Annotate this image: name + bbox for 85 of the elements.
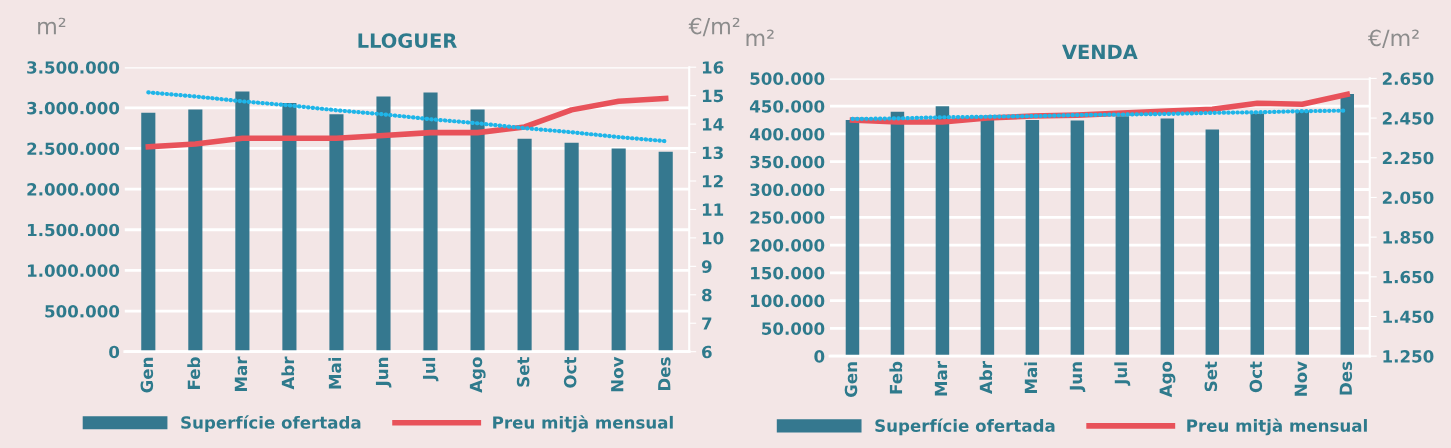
- x-tick-label: Des: [658, 357, 671, 391]
- legend-label: Preu mitjà mensual: [1187, 418, 1367, 436]
- y2-axis-title: €/m²: [688, 17, 740, 37]
- y-tick-label: 0: [109, 345, 120, 359]
- chart-title: VENDA: [1062, 44, 1138, 59]
- x-tick-label: Ago: [1159, 361, 1176, 398]
- y-tick-label: 150.000: [751, 266, 825, 280]
- x-tick-label: Gen: [140, 357, 154, 393]
- y2-tick-label: 7: [702, 317, 712, 330]
- bar: [329, 114, 344, 352]
- y-tick-label: 1.000.000: [27, 264, 120, 277]
- y-tick-label: 3.500.000: [27, 61, 120, 74]
- bar: [188, 109, 203, 352]
- y2-tick-label: 9: [701, 260, 712, 273]
- bar: [423, 92, 438, 352]
- y2-tick-label: 8: [702, 288, 712, 302]
- x-tick-label: Abr: [281, 356, 295, 390]
- bar: [235, 91, 250, 352]
- y-tick-label: 500.000: [750, 72, 825, 85]
- x-tick-label: Nov: [1294, 361, 1308, 396]
- y2-tick-label: 1.850: [1383, 231, 1434, 244]
- y2-tick-label: 2.250: [1382, 151, 1434, 165]
- x-tick-label: Feb: [187, 357, 201, 389]
- bar: [611, 148, 626, 352]
- x-tick-label: Mai: [328, 357, 342, 389]
- y2-axis-title: €/m²: [1367, 29, 1419, 49]
- y-tick-label: 50.000: [762, 322, 825, 335]
- y2-tick-label: 1.650: [1383, 270, 1434, 284]
- y-tick-label: 2.000.000: [27, 183, 120, 196]
- x-tick-label: Abr: [979, 361, 993, 394]
- y2-tick-label: 10: [702, 231, 724, 245]
- y-tick-label: 1.500.000: [27, 223, 120, 237]
- x-tick-label: Mar: [934, 361, 948, 396]
- bar: [658, 151, 673, 352]
- y2-tick-label: 2.050: [1382, 191, 1434, 205]
- y-tick-label: 400.000: [749, 127, 825, 141]
- x-tick-label: Mar: [234, 356, 248, 392]
- y2-tick-label: 12: [702, 174, 723, 188]
- y2-tick-label: 14: [702, 118, 724, 131]
- x-tick-label: Jul: [1114, 362, 1131, 386]
- x-tick-label: Jun: [375, 357, 392, 388]
- y-tick-label: 2.500.000: [27, 142, 120, 156]
- x-tick-label: Des: [1339, 361, 1353, 395]
- y2-tick-label: 13: [702, 146, 723, 160]
- y-tick-label: 450.000: [749, 100, 825, 113]
- bar: [141, 112, 156, 352]
- y2-tick-label: 2.650: [1382, 72, 1434, 85]
- y-axis-title: m²: [38, 17, 66, 35]
- x-tick-label: Jun: [1069, 362, 1086, 392]
- x-tick-label: Oct: [1249, 361, 1263, 393]
- y2-tick-label: 6: [702, 345, 712, 359]
- x-tick-label: Set: [516, 356, 530, 387]
- legend-label: Superfície ofertada: [875, 418, 1055, 436]
- x-tick-label: Jul: [422, 357, 439, 382]
- y-tick-label: 350.000: [750, 155, 825, 169]
- y-tick-label: 3.000.000: [27, 101, 120, 115]
- y-tick-label: 500.000: [45, 305, 120, 318]
- x-tick-label: Set: [1204, 361, 1218, 392]
- x-tick-label: Feb: [889, 361, 903, 394]
- bar: [282, 102, 297, 352]
- y-axis-title: m²: [746, 29, 774, 46]
- bar: [376, 96, 391, 352]
- legend-label: Preu mitjà mensual: [493, 415, 673, 433]
- y2-tick-label: 2.450: [1382, 112, 1434, 125]
- x-tick-label: Oct: [563, 356, 577, 388]
- x-tick-label: Gen: [844, 362, 858, 398]
- line-series: [146, 90, 668, 144]
- x-tick-label: Mai: [1024, 362, 1038, 394]
- chart-title: LLOGUER: [358, 33, 457, 49]
- bar: [564, 142, 579, 352]
- y2-tick-label: 1.450: [1383, 310, 1434, 324]
- y2-tick-label: 15: [702, 89, 724, 103]
- y2-tick-label: 1.250: [1383, 350, 1434, 363]
- y-tick-label: 200.000: [750, 239, 825, 252]
- legend-label: Superfície ofertada: [181, 415, 361, 433]
- y2-tick-label: 11: [702, 203, 724, 216]
- y-tick-label: 300.000: [750, 183, 825, 197]
- y2-tick-label: 16: [702, 61, 724, 74]
- bar: [517, 138, 532, 352]
- x-tick-label: Nov: [611, 356, 624, 392]
- y-tick-label: 100.000: [751, 294, 825, 308]
- bar: [470, 109, 485, 352]
- x-tick-label: Ago: [469, 357, 486, 393]
- y-tick-label: 0: [814, 350, 825, 363]
- y-tick-label: 250.000: [750, 211, 825, 224]
